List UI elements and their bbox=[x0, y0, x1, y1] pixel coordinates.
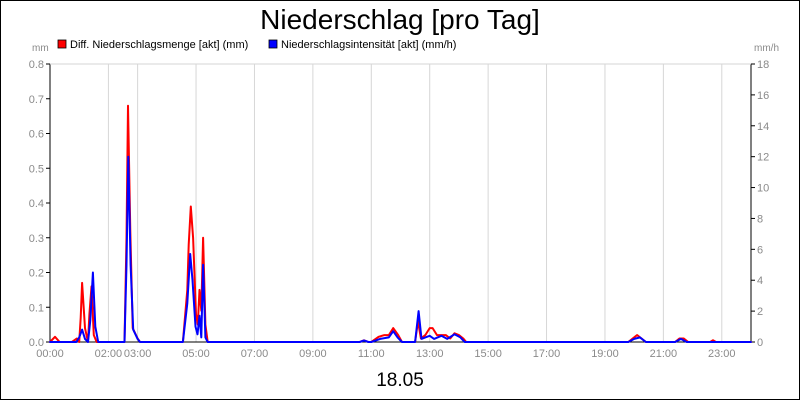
right-tick-label: 16 bbox=[757, 90, 769, 102]
date-label: 18.05 bbox=[376, 370, 424, 391]
series-lines bbox=[49, 104, 752, 343]
x-tick-label: 02:00 bbox=[95, 348, 123, 360]
x-tick-label: 13:00 bbox=[416, 348, 444, 360]
x-tick-label: 03:00 bbox=[124, 348, 152, 360]
x-tick-label: 17:00 bbox=[533, 348, 561, 360]
left-tick-label: 0.3 bbox=[29, 233, 44, 245]
left-tick-label: 0.7 bbox=[29, 94, 44, 106]
left-tick-label: 0.2 bbox=[29, 268, 44, 280]
x-tick-label: 21:00 bbox=[650, 348, 678, 360]
right-tick-label: 18 bbox=[757, 59, 769, 71]
left-tick-label: 0.6 bbox=[29, 129, 44, 141]
right-tick-label: 4 bbox=[757, 275, 763, 287]
tick-labels: 00:00 02:00 03:00 05:00 07:00 09:00 11:00 13:00… bbox=[29, 59, 770, 360]
right-tick-label: 6 bbox=[757, 244, 763, 256]
x-tick-label: 07:00 bbox=[241, 348, 269, 360]
legend-label-amount: Diff. Niederschlagsmenge [akt] (mm) bbox=[70, 39, 248, 51]
left-tick-label: 0.4 bbox=[29, 198, 44, 210]
right-tick-label: 12 bbox=[757, 152, 769, 164]
right-tick-label: 2 bbox=[757, 306, 763, 318]
right-tick-label: 14 bbox=[757, 121, 769, 133]
x-tick-label: 09:00 bbox=[299, 348, 327, 360]
series-line-intensity bbox=[49, 155, 752, 343]
x-tick-label: 11:00 bbox=[358, 348, 385, 360]
grid bbox=[107, 64, 723, 342]
left-tick-label: 0.0 bbox=[29, 337, 44, 349]
left-tick-label: 0.5 bbox=[29, 163, 44, 175]
legend-label-intensity: Niederschlagsintensität [akt] (mm/h) bbox=[281, 39, 456, 51]
right-axis-unit: mm/h bbox=[754, 43, 779, 54]
legend-swatch-red bbox=[57, 39, 67, 49]
x-tick-label: 00:00 bbox=[36, 348, 64, 360]
right-tick-label: 10 bbox=[757, 183, 769, 195]
left-tick-label: 0.1 bbox=[29, 302, 44, 314]
axes bbox=[46, 63, 755, 343]
x-tick-label: 15:00 bbox=[474, 348, 502, 360]
left-axis-unit: mm bbox=[32, 43, 49, 54]
series-line-amount bbox=[49, 104, 752, 343]
left-tick-label: 0.8 bbox=[29, 59, 44, 71]
right-tick-label: 0 bbox=[757, 337, 763, 349]
legend: Diff. Niederschlagsmenge [akt] (mm) Nied… bbox=[57, 39, 456, 51]
x-tick-label: 05:00 bbox=[182, 348, 210, 360]
x-tick-label: 23:00 bbox=[708, 348, 736, 360]
right-tick-label: 8 bbox=[757, 213, 763, 225]
x-tick-label: 19:00 bbox=[591, 348, 619, 360]
chart-title: Niederschlag [pro Tag] bbox=[260, 4, 540, 35]
legend-swatch-blue bbox=[268, 39, 278, 49]
